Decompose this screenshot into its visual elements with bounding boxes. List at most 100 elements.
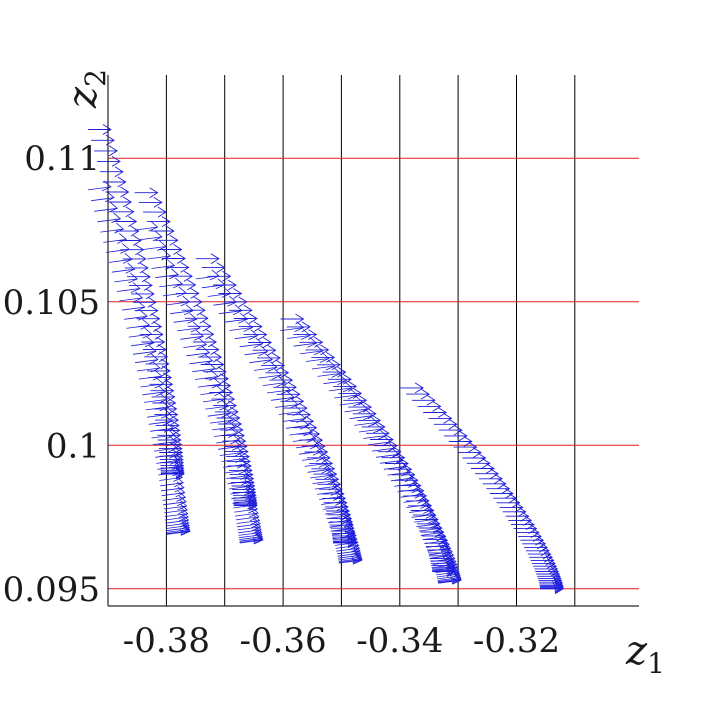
arrow (462, 452, 487, 464)
x-tick-labels: -0.38 -0.36 -0.34 -0.32 (123, 621, 560, 661)
arrow (160, 468, 191, 536)
y-tick-label: 0.11 (24, 139, 100, 179)
arrow (417, 401, 442, 412)
arrow (143, 206, 167, 251)
arrow (458, 447, 482, 458)
arrow (317, 359, 342, 378)
arrow (248, 337, 274, 365)
arrow (391, 469, 419, 488)
arrow (432, 566, 462, 585)
arrow (438, 424, 463, 436)
arrow-series (87, 124, 191, 536)
arrow (453, 441, 478, 453)
arrow (394, 474, 422, 494)
arrow (471, 463, 495, 474)
arrow (357, 415, 383, 434)
arrow (138, 197, 163, 242)
arrow (406, 388, 430, 400)
arrow (108, 196, 133, 264)
arrow (540, 583, 564, 595)
arrow (118, 235, 144, 303)
arrow (428, 413, 453, 424)
arrow (320, 488, 349, 516)
arrow (412, 509, 441, 529)
arrow (261, 360, 287, 387)
arrow (110, 206, 136, 274)
x-tick-label: -0.34 (356, 621, 443, 661)
arrow (147, 216, 172, 261)
axes (107, 75, 639, 607)
arrow (252, 344, 278, 372)
arrow (443, 430, 468, 442)
arrow (304, 446, 332, 474)
arrow (448, 436, 473, 447)
arrow (311, 352, 336, 371)
arrow (293, 329, 318, 348)
x-tick-label: -0.38 (123, 621, 210, 661)
arrow (178, 296, 204, 341)
arrow (257, 352, 283, 380)
arrow (184, 312, 211, 358)
arrow (322, 366, 348, 386)
arrow (154, 234, 180, 280)
arrow (286, 321, 311, 340)
arrow (115, 225, 141, 293)
arrow (328, 373, 353, 393)
arrow (433, 418, 458, 430)
y-tick-labels: 0.095 0.1 0.105 0.11 (3, 139, 100, 610)
arrow (202, 366, 230, 411)
arrow (172, 279, 198, 324)
arrow (150, 225, 176, 270)
arrow (333, 537, 363, 565)
arrow (269, 374, 295, 402)
x-axis-label: z1 (625, 628, 665, 680)
arrow (134, 187, 159, 232)
arrow (296, 428, 323, 456)
arrow (124, 262, 151, 330)
arrow (139, 329, 167, 397)
arrow (157, 429, 186, 498)
arrow (175, 288, 201, 333)
arrow (243, 329, 269, 357)
arrow (155, 420, 184, 488)
arrow (400, 382, 424, 394)
arrow (333, 381, 359, 400)
arrow (223, 296, 249, 324)
arrow (280, 313, 305, 332)
arrow (113, 216, 139, 284)
arrow (207, 380, 234, 425)
y-tick-label: 0.105 (3, 283, 100, 323)
arrow (213, 279, 238, 307)
arrow (222, 435, 251, 480)
arrow (102, 176, 128, 244)
arrow (540, 582, 564, 593)
arrow (99, 166, 125, 234)
arrow (333, 536, 363, 564)
vertical-gridlines (107, 75, 576, 606)
arrow (160, 467, 191, 536)
arrow (97, 156, 122, 224)
arrow-series (195, 253, 363, 565)
arrow (129, 280, 155, 348)
arrow (205, 373, 232, 418)
x-tick-label: -0.36 (239, 621, 326, 661)
arrow (338, 388, 364, 407)
arrow (423, 407, 447, 418)
arrow (158, 244, 183, 289)
arrow (147, 365, 174, 433)
arrow (231, 480, 261, 525)
arrow (157, 434, 187, 502)
arrow-series (400, 382, 564, 595)
arrow (479, 473, 503, 485)
y-tick-label: 0.1 (46, 426, 100, 466)
arrow (87, 124, 112, 192)
arrow-field (87, 124, 564, 595)
arrow (131, 288, 157, 356)
arrow (265, 367, 291, 395)
arrow (305, 344, 330, 363)
arrow (136, 313, 163, 381)
arrow (411, 394, 436, 406)
arrow (361, 421, 388, 440)
arrow (228, 304, 254, 332)
